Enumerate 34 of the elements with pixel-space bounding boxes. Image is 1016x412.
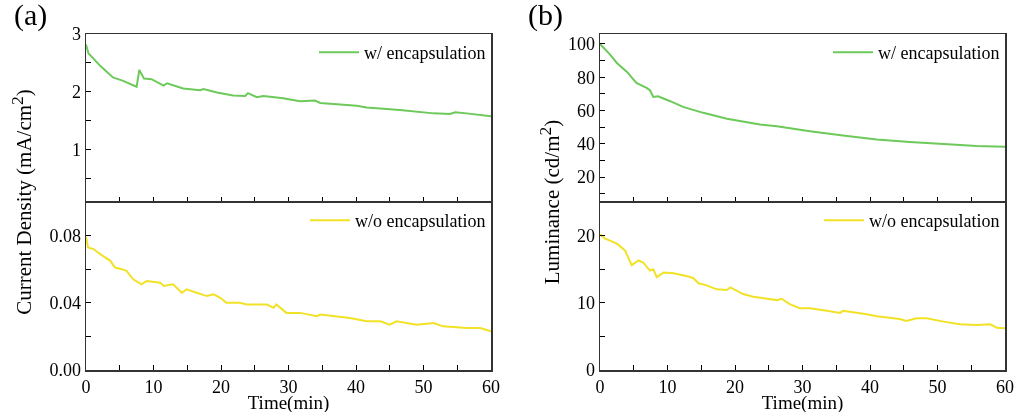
y-tick-label: 10 <box>576 293 595 314</box>
x-tick-label: 40 <box>861 377 879 398</box>
y-tick-label: 20 <box>576 225 595 246</box>
y-tick-label: 2 <box>71 82 81 103</box>
y-tick-label: 0.04 <box>49 293 81 314</box>
legend-label: w/o encapsulation <box>355 211 486 232</box>
y-tick-label: 0.08 <box>49 225 81 246</box>
y-tick-label: 0 <box>585 360 595 381</box>
x-tick-label: 60 <box>482 377 500 398</box>
y-tick-label: 3 <box>71 24 81 45</box>
x-tick-label: 10 <box>144 377 163 398</box>
legend-label: w/o encapsulation <box>869 211 1000 232</box>
x-tick-label: 60 <box>996 377 1014 398</box>
y-tick-label: 20 <box>576 167 595 188</box>
x-tick-label: 40 <box>347 377 365 398</box>
y-tick-label: 80 <box>576 67 595 88</box>
x-tick-label: 20 <box>726 377 744 398</box>
legend-label: w/ encapsulation <box>878 43 1000 64</box>
line-series <box>86 43 491 118</box>
x-tick-label: 20 <box>212 377 230 398</box>
y-tick-label: 100 <box>567 34 595 55</box>
x-tick-label: 10 <box>658 377 677 398</box>
line-series <box>86 236 491 333</box>
y-tick-label: 1 <box>71 140 81 161</box>
chart-title: (b) <box>528 0 563 32</box>
chart-title: (a) <box>14 0 48 32</box>
y-tick-label: 60 <box>576 100 595 121</box>
line-series <box>600 42 1005 148</box>
line-series <box>600 233 1005 330</box>
x-tick-label: 50 <box>414 377 433 398</box>
legend-label: w/ encapsulation <box>364 43 486 64</box>
y-tick-label: 0.00 <box>49 360 81 381</box>
x-tick-label: 50 <box>928 377 947 398</box>
y-tick-label: 40 <box>576 134 595 155</box>
